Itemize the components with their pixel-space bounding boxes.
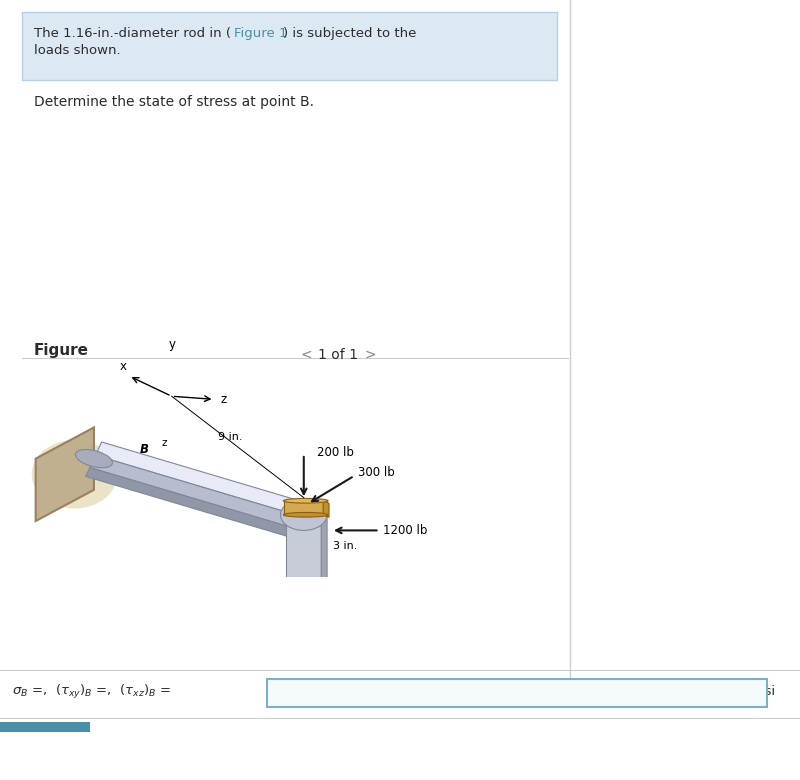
- Text: Figure: Figure: [34, 343, 89, 358]
- Polygon shape: [286, 505, 322, 587]
- Polygon shape: [86, 467, 300, 539]
- Text: The 1.16-in.-diameter rod in (: The 1.16-in.-diameter rod in (: [34, 27, 231, 40]
- Ellipse shape: [32, 440, 118, 509]
- FancyBboxPatch shape: [267, 679, 767, 707]
- Ellipse shape: [283, 498, 328, 503]
- Text: 300 lb: 300 lb: [358, 466, 395, 479]
- Text: Figure 1: Figure 1: [234, 27, 287, 40]
- Ellipse shape: [75, 449, 113, 468]
- Text: ksi (C),  ksi,  ksi: ksi (C), ksi, ksi: [671, 686, 775, 699]
- Text: loads shown.: loads shown.: [34, 44, 121, 57]
- Text: x: x: [119, 360, 126, 373]
- Polygon shape: [95, 442, 311, 518]
- Polygon shape: [90, 456, 306, 530]
- Text: A: A: [121, 468, 130, 480]
- Text: $\sigma_B$ =,  $(\tau_{xy})_B$ =,  $(\tau_{xz})_B$ =: $\sigma_B$ =, $(\tau_{xy})_B$ =, $(\tau_…: [12, 683, 171, 701]
- Ellipse shape: [283, 512, 328, 517]
- Bar: [0, 722, 90, 732]
- Text: B: B: [140, 443, 149, 456]
- Text: Determine the state of stress at point B.: Determine the state of stress at point B…: [34, 95, 314, 109]
- Text: 9 in.: 9 in.: [218, 432, 242, 442]
- Polygon shape: [322, 505, 327, 590]
- Text: z: z: [220, 393, 226, 406]
- Polygon shape: [36, 427, 94, 521]
- Polygon shape: [323, 501, 329, 517]
- Text: 1200 lb: 1200 lb: [383, 524, 428, 537]
- Text: y: y: [168, 338, 175, 351]
- Text: z: z: [161, 438, 166, 448]
- Text: 200 lb: 200 lb: [318, 446, 354, 459]
- FancyBboxPatch shape: [22, 12, 557, 80]
- Text: 1 of 1: 1 of 1: [318, 348, 358, 362]
- Text: >: >: [365, 348, 377, 362]
- Polygon shape: [284, 501, 323, 515]
- Text: <: <: [300, 348, 312, 362]
- Ellipse shape: [281, 499, 327, 530]
- Text: ) is subjected to the: ) is subjected to the: [283, 27, 416, 40]
- Text: 3 in.: 3 in.: [333, 541, 358, 551]
- Ellipse shape: [286, 504, 322, 507]
